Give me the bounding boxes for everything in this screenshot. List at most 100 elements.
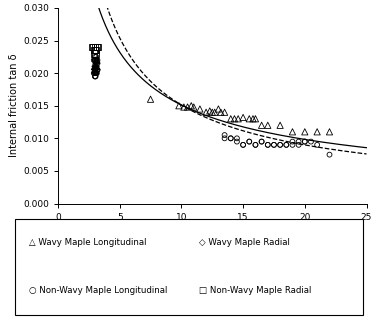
Point [252, 116, 258, 121]
Point [176, 103, 182, 108]
Point [240, 142, 246, 147]
Point [228, 136, 234, 141]
Point [92, 45, 98, 50]
Point [93, 58, 99, 63]
Point [93, 64, 99, 69]
Point [188, 103, 194, 108]
Point [91, 64, 97, 69]
Point [228, 136, 234, 141]
Point [92, 74, 98, 79]
Point [314, 129, 320, 134]
Point [252, 142, 258, 147]
Point [93, 54, 99, 59]
Text: □ Non-Wavy Maple Radial: □ Non-Wavy Maple Radial [199, 286, 312, 294]
Point [289, 139, 295, 144]
Point [277, 142, 283, 147]
Point [277, 123, 283, 128]
Point [95, 61, 101, 66]
Point [234, 139, 240, 144]
Point [90, 45, 96, 50]
Point [246, 139, 252, 144]
Point [283, 142, 289, 147]
Point [277, 142, 283, 147]
Point [258, 139, 264, 144]
Point [92, 71, 98, 76]
Point [295, 142, 301, 147]
Text: ◇ Wavy Maple Radial: ◇ Wavy Maple Radial [199, 238, 290, 247]
Point [92, 58, 98, 63]
Point [302, 139, 308, 144]
Point [258, 139, 264, 144]
Point [92, 67, 98, 73]
Point [92, 74, 98, 79]
Point [212, 110, 218, 115]
Point [258, 123, 264, 128]
Point [93, 58, 99, 63]
Point [265, 142, 271, 147]
Point [289, 142, 295, 147]
Point [271, 142, 277, 147]
Point [92, 64, 98, 69]
Point [93, 58, 99, 63]
Point [265, 142, 271, 147]
Point [91, 71, 97, 76]
Point [93, 64, 99, 69]
Point [235, 116, 241, 121]
Point [92, 58, 98, 63]
Point [221, 110, 227, 115]
Point [94, 58, 100, 63]
Point [215, 107, 221, 112]
Point [92, 54, 98, 59]
Point [94, 71, 100, 76]
Point [246, 139, 252, 144]
Point [302, 129, 308, 134]
Point [92, 64, 98, 69]
Point [92, 58, 98, 63]
Point [271, 142, 277, 147]
Point [308, 139, 314, 144]
Point [95, 58, 101, 63]
Point [91, 48, 97, 53]
Point [327, 129, 332, 134]
Point [221, 136, 227, 141]
Point [89, 45, 95, 50]
Point [92, 67, 98, 73]
Point [302, 139, 308, 144]
Point [92, 61, 98, 66]
Point [91, 51, 97, 56]
Point [203, 110, 209, 115]
Point [232, 116, 237, 121]
Point [93, 74, 99, 79]
Point [93, 58, 99, 63]
Point [250, 116, 256, 121]
X-axis label: Specific modulus E’/ρ (MPa m³ kg⁻¹): Specific modulus E’/ρ (MPa m³ kg⁻¹) [113, 226, 311, 236]
Point [95, 67, 101, 73]
Point [92, 71, 98, 76]
Point [327, 152, 332, 157]
Point [92, 67, 98, 73]
Point [234, 136, 240, 141]
Point [95, 45, 101, 50]
Point [93, 71, 99, 76]
Point [94, 58, 100, 63]
Point [218, 110, 224, 115]
Point [191, 105, 197, 110]
Point [93, 64, 99, 69]
Point [94, 64, 100, 69]
Point [265, 123, 271, 128]
Y-axis label: Internal friction tan δ: Internal friction tan δ [9, 54, 19, 157]
Point [207, 108, 213, 114]
Point [147, 97, 153, 102]
Point [246, 116, 252, 121]
Point [221, 133, 227, 138]
FancyBboxPatch shape [15, 219, 363, 315]
Point [91, 58, 97, 63]
Point [93, 58, 99, 63]
Point [93, 48, 99, 53]
Point [94, 45, 100, 50]
Point [93, 64, 99, 69]
Point [93, 61, 99, 66]
Text: △ Wavy Maple Longitudinal: △ Wavy Maple Longitudinal [29, 238, 146, 247]
Point [197, 107, 203, 112]
Point [295, 139, 301, 144]
